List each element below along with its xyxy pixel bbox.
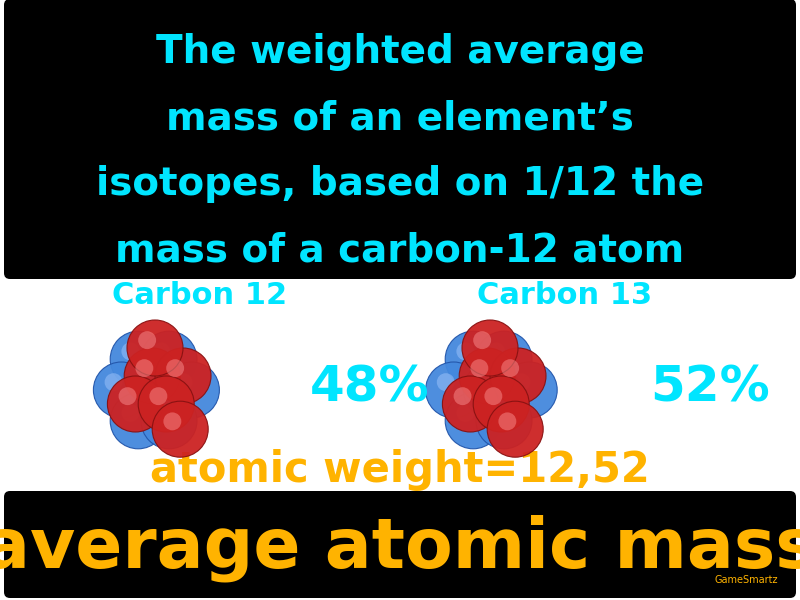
Circle shape <box>155 348 211 404</box>
Text: average atomic mass: average atomic mass <box>0 514 800 582</box>
Circle shape <box>474 331 491 349</box>
Circle shape <box>152 404 170 422</box>
Circle shape <box>426 362 482 418</box>
Circle shape <box>163 412 182 430</box>
Text: 48%: 48% <box>310 364 430 412</box>
Circle shape <box>474 376 530 432</box>
FancyBboxPatch shape <box>4 0 796 279</box>
Circle shape <box>150 387 167 405</box>
Circle shape <box>498 412 516 430</box>
Circle shape <box>501 359 519 377</box>
Circle shape <box>127 320 183 376</box>
Circle shape <box>485 387 502 405</box>
Circle shape <box>118 387 137 405</box>
Circle shape <box>437 373 454 391</box>
Text: mass of a carbon-12 atom: mass of a carbon-12 atom <box>115 231 685 269</box>
Circle shape <box>445 331 501 387</box>
Circle shape <box>487 401 543 457</box>
Circle shape <box>138 376 194 432</box>
Circle shape <box>122 343 139 361</box>
Text: isotopes, based on 1/12 the: isotopes, based on 1/12 the <box>96 165 704 203</box>
Circle shape <box>138 331 156 349</box>
Circle shape <box>487 343 505 361</box>
Circle shape <box>476 331 532 387</box>
Circle shape <box>501 362 558 418</box>
Text: GameSmartz: GameSmartz <box>714 575 778 585</box>
Text: Carbon 12: Carbon 12 <box>113 280 287 310</box>
Circle shape <box>124 348 180 404</box>
Circle shape <box>107 376 163 432</box>
Circle shape <box>476 393 532 449</box>
Text: The weighted average: The weighted average <box>156 33 644 71</box>
Circle shape <box>135 359 154 377</box>
Circle shape <box>163 362 219 418</box>
Circle shape <box>105 373 122 391</box>
Circle shape <box>463 362 519 418</box>
Circle shape <box>456 343 474 361</box>
Text: atomic weight=12,52: atomic weight=12,52 <box>150 449 650 491</box>
Circle shape <box>512 373 530 391</box>
Circle shape <box>122 404 139 422</box>
Circle shape <box>152 401 208 457</box>
Circle shape <box>110 393 166 449</box>
FancyBboxPatch shape <box>4 491 796 598</box>
Circle shape <box>141 393 197 449</box>
Circle shape <box>152 343 170 361</box>
Circle shape <box>166 359 184 377</box>
Circle shape <box>141 331 197 387</box>
Circle shape <box>474 373 493 391</box>
Circle shape <box>490 348 546 404</box>
Circle shape <box>470 359 488 377</box>
Circle shape <box>442 376 498 432</box>
Circle shape <box>459 348 515 404</box>
Text: 52%: 52% <box>650 364 770 412</box>
Circle shape <box>487 404 505 422</box>
Circle shape <box>462 320 518 376</box>
Circle shape <box>445 393 501 449</box>
Circle shape <box>110 331 166 387</box>
Text: mass of an element’s: mass of an element’s <box>166 99 634 137</box>
Circle shape <box>456 404 474 422</box>
Text: Carbon 13: Carbon 13 <box>478 280 653 310</box>
Circle shape <box>94 362 150 418</box>
Circle shape <box>454 387 471 405</box>
Circle shape <box>174 373 193 391</box>
